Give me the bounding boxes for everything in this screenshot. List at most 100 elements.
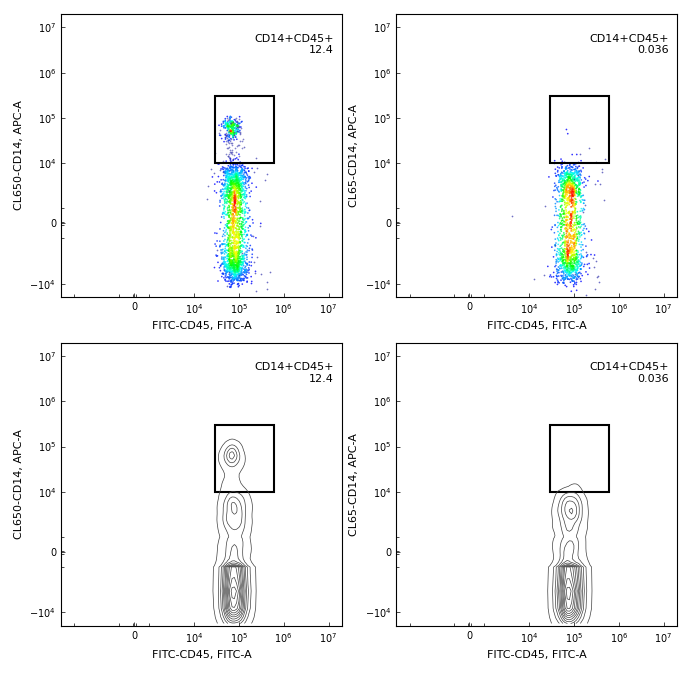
Point [230,202,241,212]
Point [223,249,234,259]
Point [567,265,578,276]
Point [551,238,562,249]
Point [562,187,574,197]
Point [225,176,236,187]
Point [231,203,243,214]
Point [569,257,580,268]
Point [251,286,262,297]
Point [571,165,583,176]
Point [230,127,241,138]
Point [569,197,580,208]
Point [566,214,577,225]
Point [562,187,573,197]
Point [229,243,240,253]
Point [221,189,232,200]
Point [220,133,231,144]
Point [236,263,247,274]
Point [235,233,246,244]
Point [560,191,571,202]
Point [571,265,583,276]
Point [222,121,233,132]
Point [237,220,248,231]
Point [231,195,243,206]
Point [550,168,561,179]
Point [233,243,244,253]
Point [236,160,247,171]
Point [227,245,238,256]
Point [562,232,573,243]
Point [222,235,233,246]
Point [556,255,567,266]
Point [230,243,241,253]
Point [225,160,236,171]
Point [565,179,576,189]
Point [222,204,233,214]
Point [228,122,239,133]
Point [569,158,580,169]
Point [225,251,236,262]
Point [220,276,231,286]
Point [220,178,231,189]
Point [231,257,243,268]
Point [227,177,238,188]
Point [219,258,230,269]
Point [558,179,569,189]
Point [234,168,245,179]
Point [236,170,247,181]
Point [234,269,245,280]
Point [563,180,574,191]
Point [227,265,238,276]
Point [223,129,234,140]
Point [226,164,237,175]
Point [573,251,584,262]
Point [234,251,245,262]
Point [215,266,226,276]
Point [555,202,566,212]
Point [555,177,566,187]
Point [224,249,235,260]
Point [568,207,579,218]
Point [230,180,241,191]
Point [574,267,585,278]
Point [572,253,583,264]
Point [229,264,240,275]
Point [234,175,245,185]
Point [230,183,241,194]
Point [230,191,241,202]
Point [572,257,583,268]
Point [228,212,239,222]
Point [235,204,246,215]
Point [220,183,231,193]
Point [563,255,574,266]
Point [223,193,234,204]
Point [222,220,233,231]
Point [222,256,233,267]
Point [565,248,576,259]
Point [234,122,245,133]
Point [229,126,240,137]
Point [575,214,586,225]
Point [553,181,564,192]
Point [559,231,570,242]
Point [226,188,237,199]
Point [228,117,239,128]
Point [237,172,248,183]
Point [574,178,585,189]
Point [227,257,238,268]
Point [238,169,249,180]
Point [575,187,586,197]
Point [229,222,240,233]
Point [549,210,560,220]
Point [567,245,578,256]
Point [555,170,566,181]
Point [568,233,579,244]
Point [561,200,572,211]
Point [231,223,243,234]
Point [229,200,240,211]
Point [576,251,587,262]
Point [229,241,240,251]
Point [232,124,243,135]
Point [225,122,236,133]
Point [225,276,236,287]
Point [578,198,589,209]
